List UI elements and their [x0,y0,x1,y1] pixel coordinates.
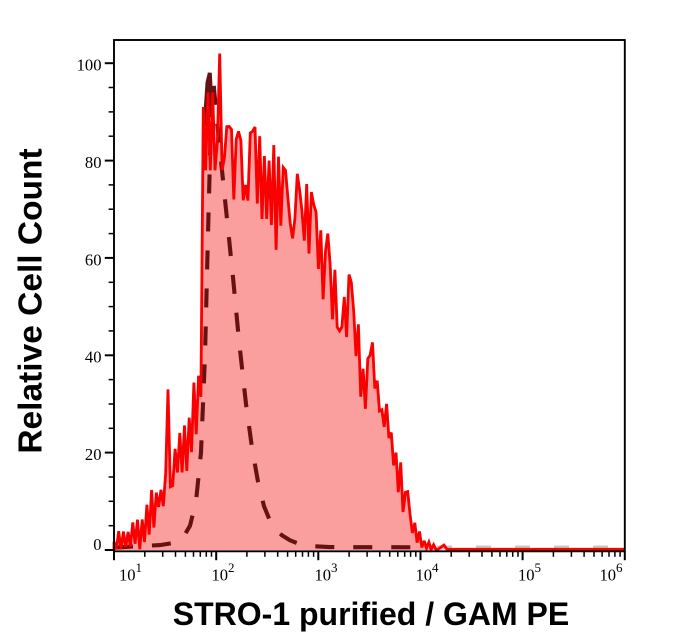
svg-text:100: 100 [77,56,102,75]
svg-text:STRO-1 purified / GAM PE: STRO-1 purified / GAM PE [173,596,569,632]
svg-text:0: 0 [93,535,101,554]
svg-text:20: 20 [85,445,102,464]
svg-text:80: 80 [85,153,102,172]
svg-text:40: 40 [85,348,102,367]
svg-text:60: 60 [85,250,102,269]
svg-text:Relative Cell Count: Relative Cell Count [13,148,50,453]
